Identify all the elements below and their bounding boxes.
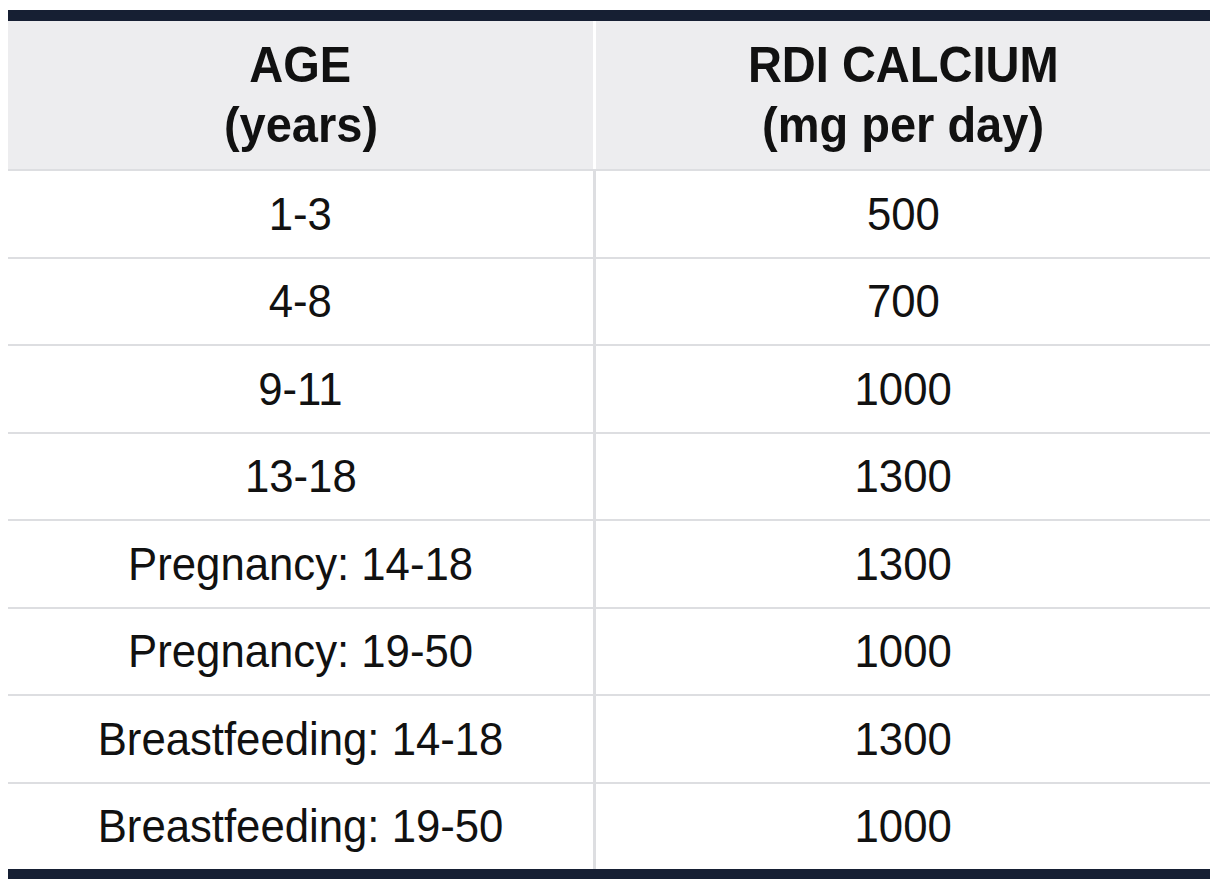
table-row: Pregnancy: 14-18 1300 [8,519,1210,607]
age-cell: 9-11 [8,346,596,432]
age-cell: Pregnancy: 19-50 [8,609,596,695]
table-row: 1-3 500 [8,169,1210,257]
rdi-cell: 500 [596,171,1210,257]
header-cell-age: AGE (years) [8,21,596,169]
table-row: Pregnancy: 19-50 1000 [8,607,1210,695]
rdi-cell: 1000 [596,346,1210,432]
age-value: 9-11 [258,362,342,416]
age-cell: Breastfeeding: 14-18 [8,696,596,782]
header-age-subtitle: (years) [223,95,377,155]
age-value: 4-8 [269,274,332,328]
age-value: Pregnancy: 14-18 [128,537,473,591]
table-row: Breastfeeding: 19-50 1000 [8,782,1210,870]
table-row: 13-18 1300 [8,432,1210,520]
age-value: 13-18 [245,449,357,503]
age-cell: Pregnancy: 14-18 [8,521,596,607]
table-top-border [8,10,1210,21]
age-cell: Breastfeeding: 19-50 [8,784,596,870]
header-rdi-subtitle: (mg per day) [762,95,1044,155]
rdi-value: 1300 [854,712,951,766]
age-cell: 1-3 [8,171,596,257]
header-rdi-title: RDI CALCIUM [748,35,1059,95]
rdi-calcium-table: AGE (years) RDI CALCIUM (mg per day) 1-3… [8,10,1210,879]
age-value: Breastfeeding: 14-18 [98,712,504,766]
rdi-cell: 1000 [596,609,1210,695]
rdi-cell: 1000 [596,784,1210,870]
table-row: Breastfeeding: 14-18 1300 [8,694,1210,782]
rdi-value: 1300 [854,449,951,503]
age-value: Pregnancy: 19-50 [128,624,473,678]
rdi-value: 1300 [854,537,951,591]
rdi-value: 1000 [854,799,951,853]
age-cell: 4-8 [8,259,596,345]
age-value: 1-3 [269,187,332,241]
rdi-cell: 1300 [596,521,1210,607]
table-bottom-border [8,869,1210,879]
age-value: Breastfeeding: 19-50 [98,799,504,853]
rdi-cell: 700 [596,259,1210,345]
table-row: 4-8 700 [8,257,1210,345]
table-row: 9-11 1000 [8,344,1210,432]
rdi-value: 1000 [854,624,951,678]
rdi-value: 1000 [854,362,951,416]
table-header-row: AGE (years) RDI CALCIUM (mg per day) [8,21,1210,169]
rdi-cell: 1300 [596,434,1210,520]
rdi-value: 500 [867,187,940,241]
header-cell-rdi-calcium: RDI CALCIUM (mg per day) [596,21,1210,169]
rdi-value: 700 [867,274,940,328]
age-cell: 13-18 [8,434,596,520]
table-body: 1-3 500 4-8 700 9-11 1000 13-18 1300 Pre… [8,169,1210,869]
header-age-title: AGE [250,35,352,95]
rdi-cell: 1300 [596,696,1210,782]
